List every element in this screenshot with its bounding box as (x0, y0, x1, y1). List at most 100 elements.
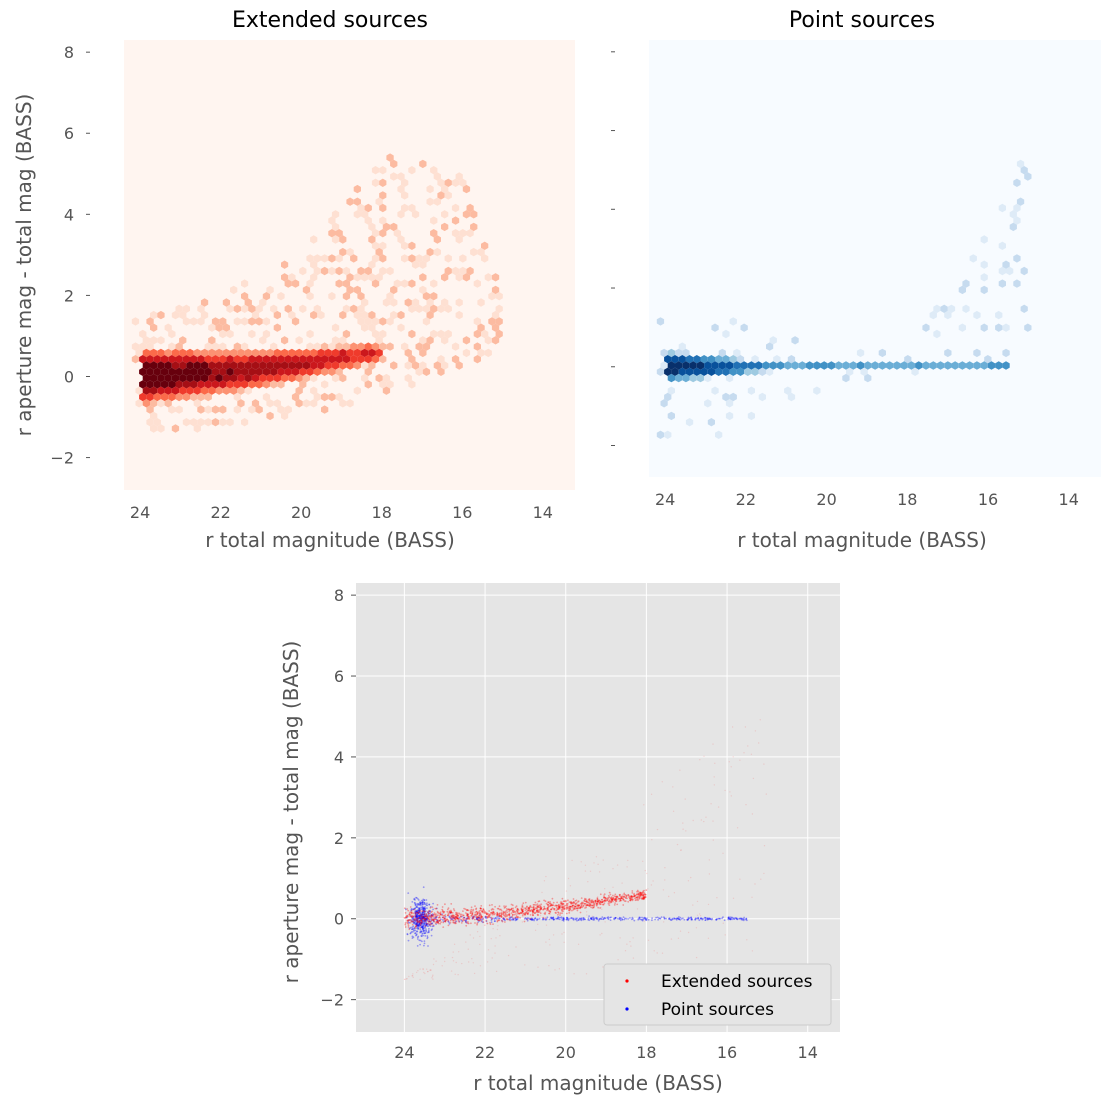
scatter-point-point-source (690, 916, 692, 919)
scatter-point-extended-source (602, 903, 604, 906)
hexbin-cell (484, 336, 492, 345)
scatter-point-extended-source (412, 912, 415, 915)
hexbin-cell (357, 342, 365, 351)
hexbin-cell (157, 386, 165, 395)
scatter-point-point-source (694, 917, 697, 920)
scatter-point-point-source (415, 923, 418, 926)
scatter-point-point-source (414, 923, 417, 926)
scatter-point-extended-source (439, 911, 442, 914)
scatter-point-extended-source (464, 918, 467, 920)
scatter-point-extended-source (471, 917, 474, 919)
scatter-point-extended-source (454, 917, 457, 920)
hexbin-cell (182, 380, 190, 389)
scatter-point-point-source (481, 918, 484, 921)
scatter-point-extended-source (636, 890, 638, 893)
scatter-point-extended-source (557, 904, 560, 907)
scatter-point-extended-source (470, 915, 472, 917)
hexbin-cell (718, 361, 726, 370)
hexbin-cell (339, 348, 347, 358)
scatter-point-extended-source (423, 910, 426, 913)
scatter-point-point-source (448, 921, 450, 924)
scatter-point-extended-source (504, 906, 507, 909)
hexbin-cell (179, 310, 187, 320)
scatter-point-point-source (735, 917, 738, 919)
hexbin-cell (164, 399, 172, 408)
scatter-point-extended-source (478, 910, 480, 913)
scatter-point-point-source (420, 916, 423, 919)
scatter-point-point-source (416, 924, 419, 927)
scatter-point-point-source (423, 912, 426, 915)
hexbin-cell (473, 329, 481, 339)
scatter-point-extended-source (476, 913, 479, 915)
scatter-point-extended-source (640, 893, 643, 896)
scatter-point-point-source (424, 908, 426, 911)
scatter-point-extended-source (626, 943, 628, 945)
scatter-point-point-source (418, 907, 421, 910)
scatter-point-point-source (739, 917, 742, 920)
scatter-point-extended-source (446, 908, 449, 911)
scatter-point-extended-source (601, 932, 603, 935)
scatter-point-point-source (688, 917, 691, 920)
scatter-point-extended-source (497, 919, 500, 921)
scatter-point-extended-source (412, 976, 414, 978)
scatter-point-extended-source (460, 922, 463, 924)
scatter-point-extended-source (517, 916, 520, 918)
scatter-point-point-source (479, 913, 481, 916)
scatter-point-extended-source (534, 901, 537, 904)
scatter-point-extended-source (581, 906, 584, 909)
scatter-point-extended-source (430, 923, 433, 925)
scatter-point-extended-source (529, 909, 532, 912)
scatter-point-extended-source (754, 883, 756, 885)
scatter-point-extended-source (588, 899, 591, 902)
hexbin-cell (444, 304, 452, 313)
scatter-point-extended-source (621, 882, 623, 884)
scatter-point-point-source (729, 918, 732, 921)
scatter-point-point-source (570, 917, 573, 920)
scatter-point-point-source (541, 918, 544, 921)
hexbin-cell (987, 361, 996, 370)
scatter-point-extended-source (604, 896, 606, 899)
hexbin-cell (335, 342, 343, 351)
hexbin-cell (157, 361, 165, 370)
hexbin-cell (179, 386, 187, 395)
scatter-point-point-source (670, 919, 673, 921)
scatter-point-extended-source (570, 901, 572, 904)
scatter-point-extended-source (603, 902, 606, 905)
scatter-point-extended-source (406, 908, 409, 910)
hexbin-cell (211, 380, 220, 389)
scatter-point-extended-source (618, 894, 621, 897)
scatter-point-extended-source (631, 898, 633, 900)
scatter-point-extended-source (567, 899, 569, 902)
scatter-point-point-source (421, 925, 424, 928)
scatter-point-extended-source (536, 906, 539, 909)
hexbin-cell (933, 304, 941, 313)
scatter-point-point-source (600, 917, 602, 920)
hexbin-cell (361, 273, 369, 282)
scatter-point-extended-source (479, 913, 482, 916)
scatter-point-extended-source (584, 902, 587, 905)
scatter-point-point-source (415, 922, 417, 925)
hexbin-cell (248, 355, 256, 364)
scatter-point-extended-source (527, 911, 530, 914)
scatter-point-point-source (435, 918, 438, 921)
scatter-point-point-source (548, 918, 551, 921)
scatter-point-point-source (428, 903, 431, 906)
scatter-point-extended-source (438, 919, 441, 922)
scatter-point-point-source (436, 919, 439, 922)
scatter-point-point-source (426, 918, 428, 921)
hexbin-cell (481, 329, 489, 339)
scatter-point-extended-source (467, 922, 470, 925)
hexbin-cell (233, 355, 241, 364)
scatter-point-extended-source (524, 917, 527, 919)
scatter-point-extended-source (572, 908, 575, 911)
scatter-point-extended-source (503, 911, 506, 914)
scatter-point-extended-source (496, 920, 499, 923)
scatter-point-extended-source (488, 914, 490, 917)
hexbin-cell (1013, 203, 1021, 213)
scatter-point-extended-source (419, 968, 421, 970)
scatter-point-point-source (622, 916, 625, 918)
hexbin-cell (856, 348, 865, 358)
scatter-point-extended-source (474, 913, 476, 916)
scatter-point-extended-source (565, 890, 568, 892)
